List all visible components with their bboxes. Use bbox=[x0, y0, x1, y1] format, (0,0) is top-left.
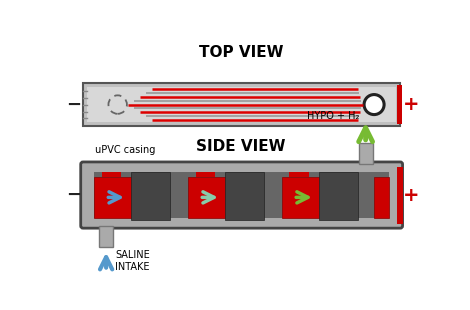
Bar bbox=[87, 87, 396, 122]
Text: uPVC casing: uPVC casing bbox=[94, 145, 155, 155]
Bar bbox=[196, 172, 215, 177]
Text: SIDE VIEW: SIDE VIEW bbox=[196, 139, 286, 154]
Bar bbox=[94, 172, 390, 218]
Text: −: − bbox=[66, 95, 81, 113]
Bar bbox=[131, 172, 170, 220]
Bar bbox=[102, 172, 121, 177]
Bar bbox=[282, 177, 321, 218]
FancyBboxPatch shape bbox=[81, 162, 403, 228]
Bar bbox=[225, 172, 264, 220]
Text: SALINE
INTAKE: SALINE INTAKE bbox=[115, 250, 150, 272]
Bar bbox=[359, 143, 373, 164]
Bar bbox=[83, 83, 400, 126]
Text: +: + bbox=[403, 95, 419, 114]
Bar bbox=[99, 226, 113, 247]
Bar bbox=[94, 177, 133, 218]
Circle shape bbox=[364, 95, 384, 115]
Bar bbox=[374, 177, 390, 218]
Text: −: − bbox=[66, 186, 81, 204]
Text: HYPO + H₂: HYPO + H₂ bbox=[307, 111, 360, 121]
Bar bbox=[290, 172, 309, 177]
Text: +: + bbox=[403, 186, 419, 205]
Bar bbox=[397, 85, 402, 124]
Bar bbox=[397, 166, 403, 224]
Bar bbox=[319, 172, 358, 220]
Text: TOP VIEW: TOP VIEW bbox=[199, 45, 283, 60]
Bar bbox=[188, 177, 227, 218]
